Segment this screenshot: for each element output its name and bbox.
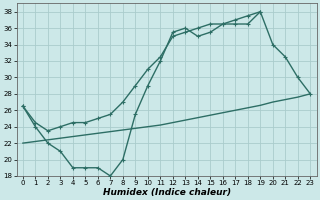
X-axis label: Humidex (Indice chaleur): Humidex (Indice chaleur) bbox=[102, 188, 231, 197]
